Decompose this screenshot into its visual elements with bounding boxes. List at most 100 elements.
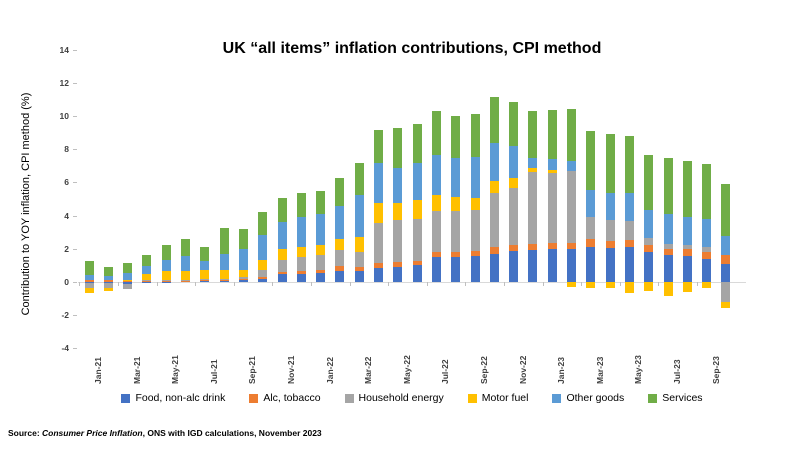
x-tick-label: Sep-21	[247, 356, 258, 384]
legend-swatch-icon	[344, 393, 354, 403]
bar-segment	[586, 247, 596, 282]
y-tick-label: 12	[59, 78, 69, 89]
x-tick-label: May-21	[170, 355, 181, 384]
bar-segment	[123, 273, 133, 280]
bar-segment	[470, 250, 480, 257]
bar-segment	[721, 236, 731, 256]
bar-segment	[181, 239, 190, 256]
x-tick-mark	[388, 281, 390, 286]
x-tick-label: Jan-23	[556, 357, 567, 384]
y-tick-mark	[73, 50, 77, 51]
bar-segment	[702, 218, 712, 247]
bar-segment	[354, 252, 364, 267]
y-tick-mark	[73, 83, 77, 85]
bar-segment	[567, 243, 576, 250]
bar-segment	[702, 251, 712, 259]
legend-item: Food, non-alc drink	[121, 392, 225, 404]
source-note: Source: Consumer Price Inflation, ONS wi…	[8, 428, 322, 438]
bar-segment	[470, 114, 480, 157]
bar-segment	[277, 221, 287, 250]
y-tick-label: 2	[64, 243, 69, 254]
legend-swatch-icon	[121, 393, 131, 403]
bar-segment	[374, 267, 383, 282]
y-tick-mark	[73, 248, 77, 250]
chart-title: UK “all items” inflation contributions, …	[222, 40, 602, 57]
bar-segment	[431, 252, 441, 258]
bar-segment	[721, 281, 731, 302]
bar-segment	[142, 254, 152, 267]
x-tick-label: Jul-21	[208, 359, 219, 384]
bar-segment	[644, 209, 654, 238]
bar-segment	[316, 269, 326, 273]
legend-item: Services	[648, 392, 703, 404]
bar-segment	[296, 192, 306, 217]
x-tick-label: May-22	[401, 355, 412, 384]
legend-label: Motor fuel	[481, 392, 529, 404]
bar-segment	[316, 255, 326, 270]
bar-segment	[489, 192, 499, 248]
bar-segment	[84, 261, 94, 275]
bar-segment	[567, 249, 576, 282]
plot-area: 14 12 10 8 6 4 2 0 -2 -4 Jan-21 Mar-21 May-21 Jul-21 S…	[60, 45, 746, 384]
bar-segment	[238, 248, 248, 270]
x-tick-mark	[465, 281, 467, 286]
bar-segment	[528, 168, 538, 173]
bar-segment	[682, 160, 692, 218]
bar-segment	[509, 245, 519, 252]
y-tick-mark	[73, 348, 77, 349]
bar-segment	[721, 255, 731, 264]
bar-segment	[470, 156, 480, 198]
x-tick-mark	[272, 281, 274, 286]
legend-swatch-icon	[249, 393, 259, 403]
bar-segment	[644, 245, 654, 252]
bar-segment	[181, 279, 190, 281]
x-tick-mark	[581, 281, 583, 286]
bar-segment	[84, 281, 94, 283]
bar-segment	[721, 184, 731, 237]
bar-segment	[547, 173, 557, 243]
legend-item: Alc, tobacco	[249, 392, 321, 404]
zero-gridline	[78, 281, 746, 283]
y-tick-label: -2	[61, 309, 69, 320]
x-tick-label: Sep-23	[710, 356, 721, 384]
x-tick-label: Sep-22	[479, 356, 489, 384]
y-tick-label: 0	[64, 276, 69, 287]
bar-segment	[412, 265, 422, 282]
legend-label: Alc, tobacco	[263, 392, 321, 404]
y-tick-label: 4	[64, 210, 69, 221]
bar-segment	[200, 279, 210, 281]
bar-segment	[354, 195, 364, 238]
bar-segment	[547, 242, 557, 250]
bar-segment	[663, 255, 673, 282]
bar-segment	[547, 159, 557, 171]
bar-segment	[200, 270, 210, 280]
bar-segment	[316, 273, 326, 282]
bar-segment	[509, 188, 519, 246]
bar-segment	[335, 178, 345, 207]
bar-segment	[393, 203, 403, 221]
bar-segment	[682, 256, 692, 282]
legend-swatch-icon	[552, 393, 562, 403]
bar-segment	[682, 244, 692, 250]
bar-segment	[451, 256, 461, 282]
bar-segment	[663, 281, 673, 296]
bar-segment	[682, 281, 692, 292]
bar-segment	[277, 197, 287, 222]
legend-item: Motor fuel	[467, 392, 529, 404]
bar-segment	[219, 269, 229, 279]
y-tick-mark	[73, 215, 77, 217]
bar-segment	[258, 235, 268, 260]
x-tick-label: Mar-23	[594, 356, 605, 384]
bar-segment	[161, 271, 171, 280]
bar-segment	[567, 160, 576, 172]
bar-segment	[567, 281, 576, 287]
y-axis-title: Contribution to YOY inflation, CPI metho…	[20, 92, 32, 316]
bar-segment	[644, 155, 654, 210]
bar-segment	[489, 253, 499, 282]
bar-segment	[547, 109, 557, 160]
bar-segment	[393, 127, 403, 169]
x-tick-mark	[233, 281, 235, 286]
bar-segment	[316, 244, 326, 256]
bar-segment	[142, 274, 152, 280]
bar-segment	[412, 218, 422, 261]
